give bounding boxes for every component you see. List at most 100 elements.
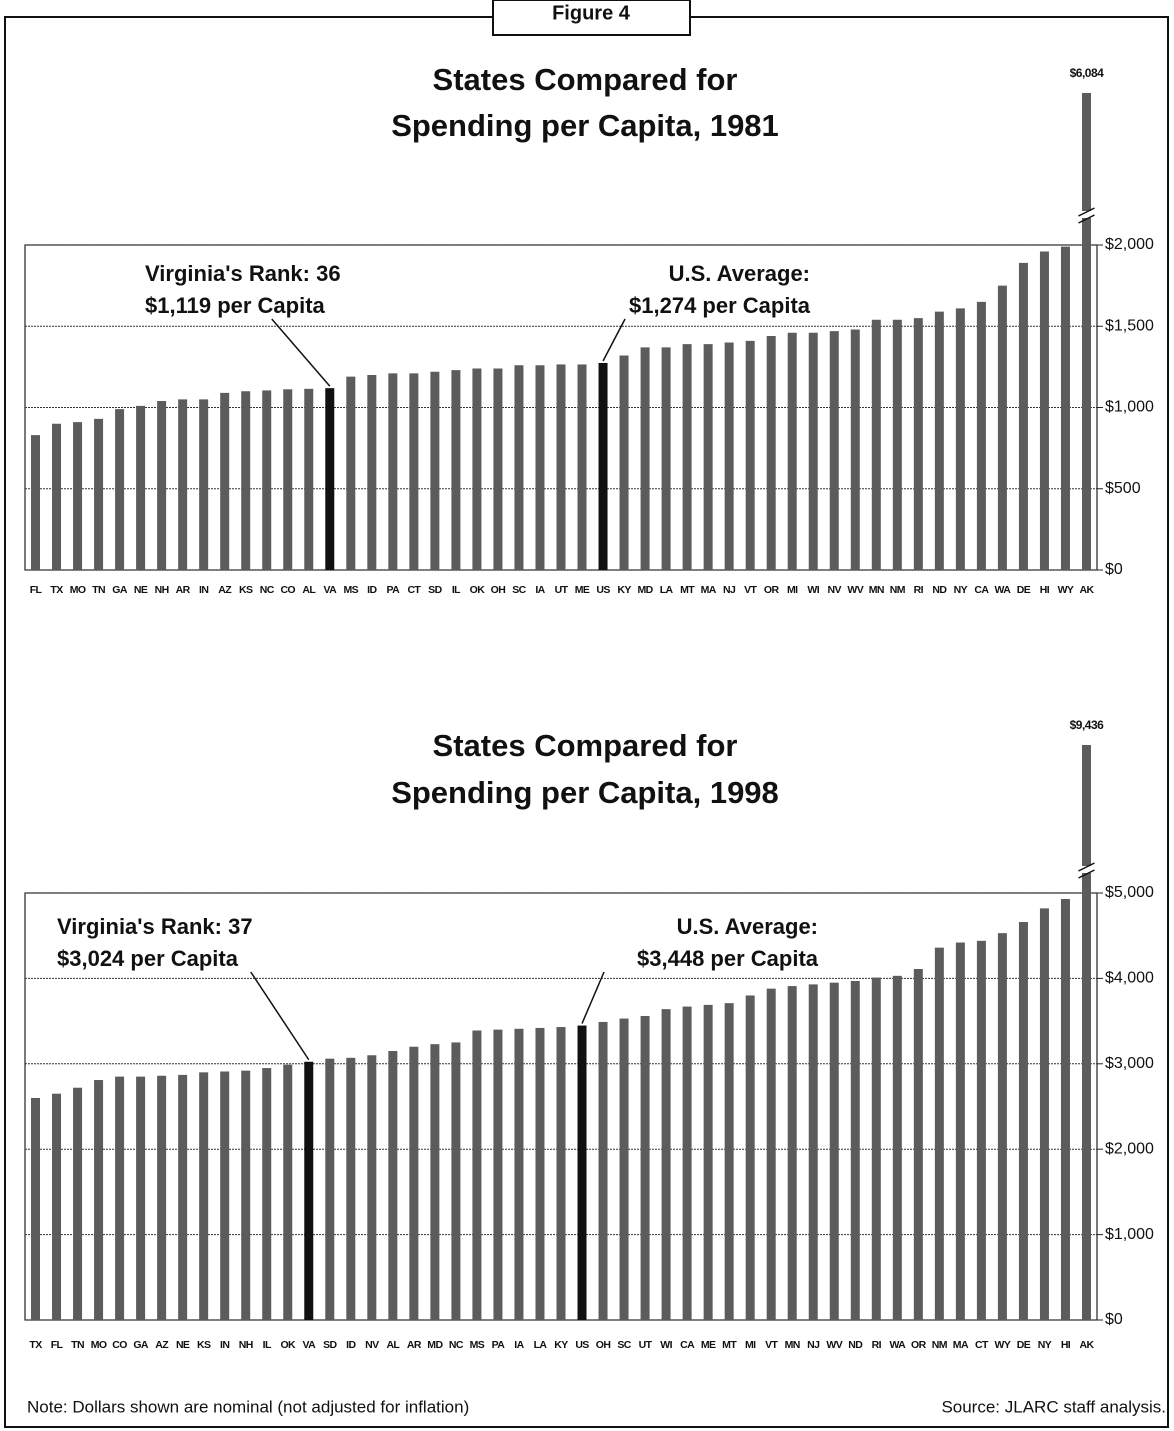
bar (430, 1044, 440, 1320)
bar (262, 1068, 272, 1320)
bar (640, 1015, 650, 1320)
x-tick-label: IL (263, 1339, 272, 1351)
y-tick-label: $5,000 (1105, 884, 1154, 901)
x-tick-label: ID (346, 1339, 356, 1351)
bar (850, 329, 860, 570)
bar (829, 982, 839, 1320)
x-tick-label: GA (133, 1339, 149, 1351)
x-tick-label: MA (701, 584, 717, 596)
axis-break-gap (1078, 866, 1095, 873)
bar (283, 1064, 293, 1320)
x-tick-label: CT (975, 1339, 989, 1351)
annotation-leader (602, 318, 626, 362)
bar (913, 969, 923, 1320)
bar (955, 942, 965, 1320)
bar (619, 1018, 629, 1320)
bar (955, 308, 965, 570)
x-tick-label: NM (932, 1339, 948, 1351)
bar (73, 1087, 83, 1320)
chart-title: Spending per Capita, 1998 (391, 775, 779, 810)
y-tick-label: $3,000 (1105, 1055, 1154, 1072)
x-tick-label: AR (407, 1339, 422, 1351)
bar (703, 1004, 713, 1320)
x-tick-label: FL (51, 1339, 64, 1351)
y-tick-label: $0 (1105, 561, 1123, 578)
x-tick-label: TX (29, 1339, 42, 1351)
annotation: $1,119 per Capita (145, 293, 326, 318)
x-tick-label: GA (112, 584, 128, 596)
bar (661, 1009, 671, 1320)
bar (976, 940, 986, 1320)
x-tick-label: WA (889, 1339, 906, 1351)
bar (850, 980, 860, 1320)
bar (1039, 251, 1049, 570)
x-tick-label: AZ (218, 584, 232, 596)
bar (115, 409, 125, 570)
bar (556, 1027, 566, 1320)
x-tick-label: MT (722, 1339, 737, 1351)
x-tick-label: FL (30, 584, 43, 596)
x-tick-label: VT (744, 584, 757, 596)
bar (241, 1070, 251, 1320)
bar (262, 390, 272, 570)
x-tick-label: NC (449, 1339, 464, 1351)
x-tick-label: HI (1040, 584, 1050, 596)
bar (871, 977, 881, 1320)
bar (640, 347, 650, 570)
x-tick-label: WI (660, 1339, 672, 1351)
annotation: $1,274 per Capita (629, 293, 811, 318)
bar (997, 285, 1007, 570)
chart-title: States Compared for (433, 62, 738, 97)
bar (976, 301, 986, 570)
bar (724, 1003, 734, 1320)
bar (52, 1093, 62, 1320)
x-tick-label: TN (71, 1339, 84, 1351)
figure-label: Figure 4 (552, 2, 631, 24)
y-tick-label: $1,000 (1105, 1226, 1154, 1243)
x-tick-label: ME (575, 584, 590, 596)
bar (871, 319, 881, 570)
bar (829, 331, 839, 570)
x-tick-label: NV (828, 584, 842, 596)
x-tick-label: SD (428, 584, 442, 596)
x-tick-label: NJ (723, 584, 736, 596)
x-tick-label: NJ (807, 1339, 820, 1351)
x-tick-label: TX (50, 584, 63, 596)
x-tick-label: IN (220, 1339, 229, 1351)
bar (808, 332, 818, 570)
x-tick-label: MN (785, 1339, 800, 1351)
x-tick-label: KS (239, 584, 253, 596)
bar (766, 336, 776, 570)
bar (598, 1021, 608, 1320)
bar (283, 389, 293, 570)
x-tick-label: OR (764, 584, 780, 596)
bar (304, 388, 314, 570)
bar (346, 1057, 356, 1320)
x-tick-label: WY (995, 1339, 1011, 1351)
x-tick-label: SC (617, 1339, 631, 1351)
bar (577, 364, 587, 570)
x-tick-label: HI (1061, 1339, 1071, 1351)
x-tick-label: MN (869, 584, 884, 596)
bar (1060, 898, 1070, 1320)
bar (157, 401, 167, 570)
x-tick-label: OK (280, 1339, 296, 1351)
bar (1081, 93, 1091, 570)
bar (661, 347, 671, 570)
x-tick-label: IL (452, 584, 461, 596)
annotation: Virginia's Rank: 36 (145, 261, 341, 286)
bar (619, 355, 629, 570)
x-tick-label: PA (387, 584, 401, 596)
x-tick-label: RI (914, 584, 924, 596)
x-tick-label: VA (323, 584, 337, 596)
bar (136, 1076, 146, 1320)
annotation: $3,024 per Capita (57, 946, 239, 971)
x-tick-label: VT (765, 1339, 778, 1351)
x-tick-label: OH (491, 584, 506, 596)
bar (409, 373, 419, 570)
x-tick-label: UT (555, 584, 569, 596)
bar (1060, 246, 1070, 570)
x-tick-label: CA (680, 1339, 695, 1351)
x-tick-label: DE (1017, 1339, 1031, 1351)
